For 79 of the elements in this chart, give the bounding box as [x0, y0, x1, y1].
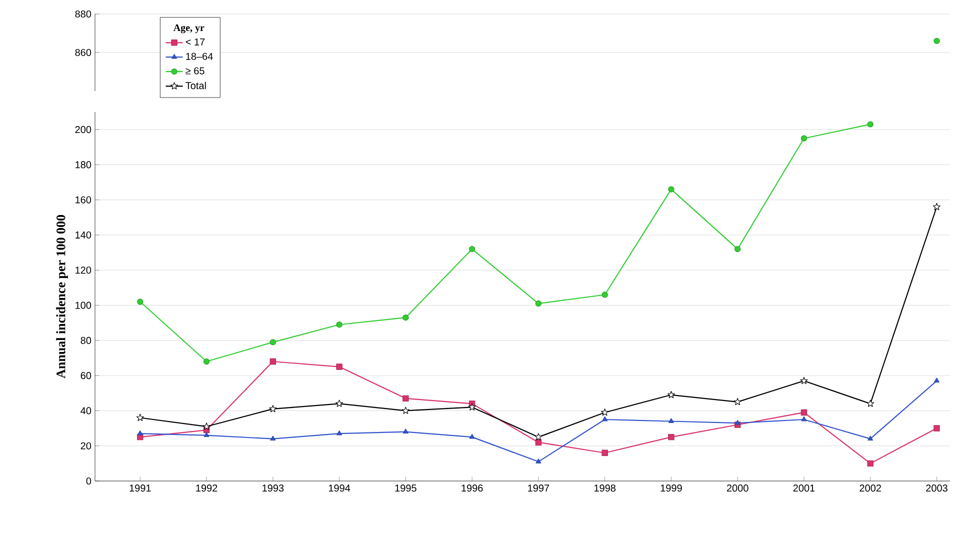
- y-tick-label: 860: [75, 48, 92, 56]
- point: [402, 395, 409, 402]
- point: [867, 460, 874, 467]
- point: [668, 434, 674, 440]
- y-tick-label: 200: [75, 126, 92, 134]
- y-tick-label: 40: [80, 407, 92, 414]
- point: [667, 390, 675, 398]
- point: [468, 403, 476, 410]
- point: [336, 322, 342, 328]
- point: [536, 458, 542, 464]
- legend-label: Total: [186, 82, 206, 90]
- y-tick-label: 880: [75, 10, 92, 18]
- legend-title: Age, yr: [173, 24, 204, 34]
- y-tick-label: 100: [76, 302, 92, 309]
- point: [734, 246, 741, 252]
- y-tick-label: 180: [76, 161, 92, 168]
- point: [734, 398, 742, 406]
- point: [668, 186, 674, 192]
- x-tick-label: 2002: [860, 484, 881, 492]
- point: [204, 432, 210, 438]
- point: [202, 422, 210, 430]
- point: [402, 406, 410, 414]
- point: [469, 434, 475, 439]
- point: [203, 358, 210, 365]
- point: [800, 376, 808, 384]
- point: [336, 364, 342, 370]
- x-tick-label: 1999: [660, 484, 682, 492]
- x-tick-label: 1993: [262, 484, 284, 492]
- legend-label: < 17: [186, 38, 205, 46]
- y-tick-label: 120: [76, 266, 92, 274]
- legend-label: ≥ 65: [186, 67, 204, 74]
- point: [668, 418, 674, 423]
- y-tick-label: 20: [80, 442, 92, 450]
- point: [602, 450, 608, 456]
- point: [137, 430, 143, 436]
- y-tick-label: 60: [80, 372, 92, 380]
- point: [402, 428, 408, 434]
- x-tick-label: 1992: [196, 484, 218, 492]
- point: [534, 433, 542, 440]
- point: [602, 416, 608, 422]
- x-tick-label: 2000: [726, 484, 748, 492]
- y-tick-label: 160: [76, 196, 92, 204]
- point: [800, 135, 808, 142]
- legend-label: 18–64: [186, 52, 213, 60]
- x-tick-label: 1995: [395, 484, 416, 492]
- point: [136, 414, 144, 421]
- point: [402, 314, 409, 321]
- x-tick-label: 2003: [926, 484, 948, 492]
- point: [336, 400, 344, 407]
- point: [866, 400, 874, 407]
- point: [801, 416, 807, 422]
- y-axis-title: Annual incidence per 100 000: [56, 215, 68, 378]
- point: [934, 378, 940, 383]
- point: [800, 409, 808, 416]
- point: [734, 420, 740, 425]
- x-tick-label: 2001: [793, 484, 815, 492]
- y-tick-label: 140: [76, 231, 92, 239]
- point: [934, 425, 940, 432]
- point: [336, 430, 342, 436]
- point: [601, 408, 609, 416]
- y-tick-label: 0: [86, 477, 92, 485]
- point: [468, 246, 476, 252]
- x-tick-label: 1998: [594, 484, 616, 492]
- point: [535, 300, 542, 307]
- x-tick-label: 1997: [528, 484, 550, 492]
- point: [270, 339, 276, 346]
- point: [137, 298, 144, 305]
- x-tick-label: 1991: [130, 484, 151, 492]
- point: [535, 439, 542, 446]
- x-tick-label: 1994: [328, 484, 350, 492]
- point: [602, 292, 608, 298]
- y-tick-label: 80: [80, 336, 92, 344]
- point: [269, 405, 277, 412]
- point: [867, 121, 874, 128]
- x-tick-label: 1996: [462, 484, 483, 492]
- point: [270, 358, 276, 365]
- point: [932, 202, 940, 210]
- point: [868, 436, 874, 441]
- point: [270, 436, 276, 441]
